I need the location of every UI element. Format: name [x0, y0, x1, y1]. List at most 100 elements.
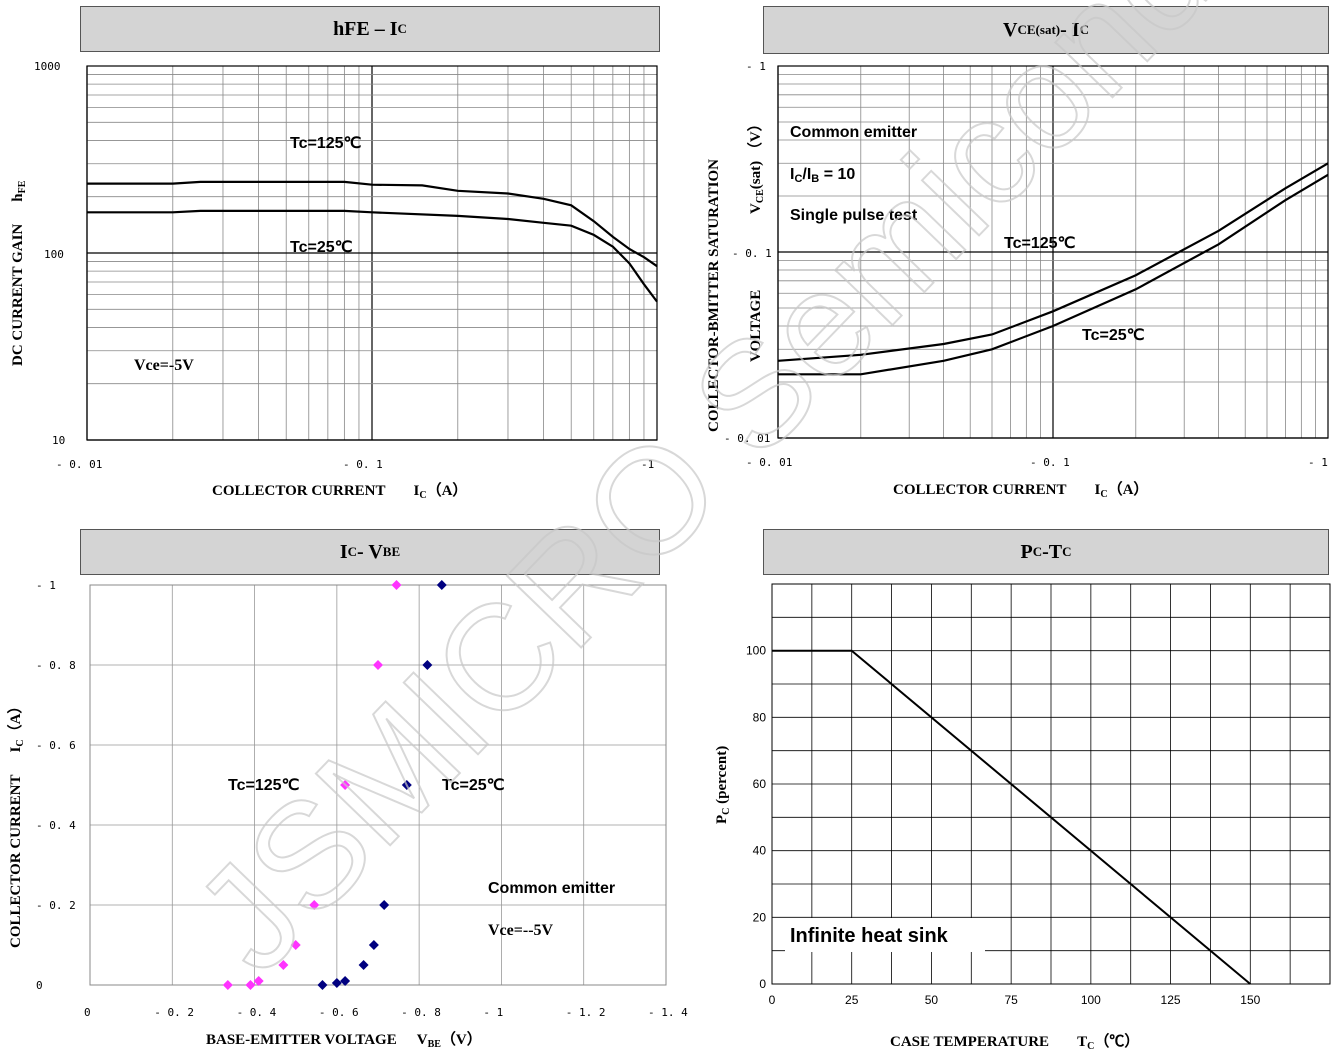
chart2-xtick: - 1	[1308, 456, 1328, 469]
chart4-title: P C -T C	[763, 529, 1329, 575]
chart2-series	[777, 162, 1329, 376]
chart3-point-s0	[309, 900, 320, 910]
chart2-frame	[777, 65, 1329, 439]
chart3-ytick: - 1	[36, 579, 56, 592]
chart4-frame	[771, 583, 1331, 985]
chart4-yticks: 100 80 60 40 20 0	[746, 644, 766, 991]
chart1-xtick: - 0. 1	[343, 458, 383, 471]
chart4-xtick: 75	[1004, 993, 1018, 1007]
chart4-ytick: 80	[753, 710, 767, 724]
chart4-xtick: 125	[1161, 993, 1181, 1007]
chart3-point-s0	[290, 940, 301, 950]
chart3-point-s0	[340, 780, 351, 790]
chart2-ytick: - 0. 01	[724, 432, 770, 445]
chart4-xtick: 150	[1240, 993, 1260, 1007]
chart3-point-s1	[422, 660, 433, 670]
chart1-ylabel: DC CURRENT GAINhFE	[10, 180, 28, 366]
chart3-point-s1	[379, 900, 390, 910]
chart4-ylabel: PC (percent)	[714, 746, 732, 824]
chart4-xticks: 0 25 50 75 100 125 150	[769, 993, 1261, 1007]
chart4-series-line-0	[772, 649, 1251, 985]
chart2-ylabel-line1: COLLECTOR-BMITTER SATURATION	[706, 159, 722, 432]
chart2-series-line-0	[777, 162, 1329, 362]
chart4-xtick: 0	[769, 993, 776, 1007]
chart3-xtick: - 1. 2	[566, 1006, 606, 1019]
chart3-ytick: - 0. 4	[36, 819, 76, 832]
chart4-xtick: 100	[1081, 993, 1101, 1007]
chart2-xtick: - 0. 1	[1030, 456, 1070, 469]
chart1-title-sub: C	[397, 21, 407, 36]
chart3-frame	[89, 584, 667, 986]
chart2-ylabel-line3: VOLTAGE	[748, 290, 764, 362]
chart1-xticks: - 0. 01 - 0. 1 -1	[56, 458, 654, 471]
chart4-ytick: 60	[753, 777, 767, 791]
chart3-annotation-common-emitter: Common emitter	[488, 880, 615, 897]
chart3-annotation-vce: Vce=--5V	[488, 922, 554, 939]
chart4-xtick: 50	[925, 993, 939, 1007]
chart3-point-s1	[340, 976, 351, 986]
chart2-ytick: - 1	[746, 60, 766, 73]
chart4-ytick: 20	[753, 910, 767, 924]
chart3-point-s1	[401, 780, 412, 790]
chart3-annotation-tc25: Tc=25℃	[442, 777, 505, 794]
chart3-ytick: 0	[36, 979, 43, 992]
chart2-annotation-tc125: Tc=125℃	[1004, 235, 1076, 252]
chart2-xtick: - 0. 01	[746, 456, 792, 469]
chart3-series	[222, 580, 447, 990]
chart3-point-s0	[253, 976, 264, 986]
chart3-point-s0	[278, 960, 289, 970]
chart3-annotation-tc125: Tc=125℃	[228, 777, 300, 794]
chart3-xtick: 0	[84, 1006, 91, 1019]
chart4-series	[772, 649, 1251, 985]
chart2-annotation-tc25: Tc=25℃	[1082, 327, 1145, 344]
chart1-series	[87, 180, 658, 303]
chart3-point-s1	[358, 960, 369, 970]
chart3-ytick: - 0. 6	[36, 739, 76, 752]
chart3-yticks: - 1 - 0. 8 - 0. 6 - 0. 4 - 0. 2 0	[36, 579, 76, 992]
chart4-ytick: 40	[753, 844, 767, 858]
chart1-xtick: -1	[641, 458, 654, 471]
chart3-xtick: - 1. 4	[648, 1006, 688, 1019]
chart2-annotation-common-emitter: Common emitter	[790, 124, 917, 141]
chart1-series-line-0	[87, 180, 658, 268]
chart2-ytick: - 0. 1	[732, 247, 772, 260]
chart3-ylabel: COLLECTOR CURRENTIC（A）	[6, 699, 26, 948]
chart4-xlabel: CASE TEMPERATURE TC（℃）	[890, 1032, 1139, 1052]
chart2-series-line-1	[778, 173, 1329, 376]
chart3-xtick: - 0. 2	[154, 1006, 194, 1019]
chart3-ytick: - 0. 2	[36, 899, 76, 912]
chart4-ytick: 0	[759, 977, 766, 991]
chart3-point-s1	[331, 978, 342, 988]
chart3-point-s1	[436, 580, 447, 590]
chart4-annotation-bg	[785, 918, 985, 952]
chart1-annotation-tc125: Tc=125℃	[290, 135, 362, 152]
chart3-xtick: - 0. 8	[401, 1006, 441, 1019]
chart2-annotation-pulse: Single pulse test	[790, 207, 918, 224]
chart1-title-main: hFE – I	[333, 17, 398, 40]
chart1-xlabel: COLLECTOR CURRENT IC（A）	[212, 481, 467, 501]
chart3-xtick: - 0. 4	[237, 1006, 277, 1019]
chart2-xlabel: COLLECTOR CURRENT IC（A）	[893, 480, 1148, 500]
chart1-xtick: - 0. 01	[56, 458, 102, 471]
chart2-yticks: - 1 - 0. 1 - 0. 01	[724, 60, 772, 445]
chart3-point-s0	[391, 580, 402, 590]
chart1-ytick: 10	[52, 434, 65, 447]
chart1-annotation-tc25: Tc=25℃	[290, 239, 353, 256]
chart3-point-s0	[373, 660, 383, 670]
chart3-xtick: - 0. 6	[319, 1006, 359, 1019]
chart1-ytick: 100	[44, 248, 64, 261]
chart3-xticks: 0 - 0. 2 - 0. 4 - 0. 6 - 0. 8 - 1 - 1. 2 - 1. 4	[84, 1006, 688, 1019]
chart4-ytick: 100	[746, 644, 766, 658]
chart3-xtick: - 1	[483, 1006, 503, 1019]
chart1-yticks: 1000 100 10	[34, 60, 65, 447]
chart2-xticks: - 0. 01 - 0. 1 - 1	[746, 456, 1328, 469]
chart4-xtick: 25	[845, 993, 859, 1007]
chart1-series-line-1	[87, 209, 658, 303]
chart1-frame	[86, 65, 658, 441]
